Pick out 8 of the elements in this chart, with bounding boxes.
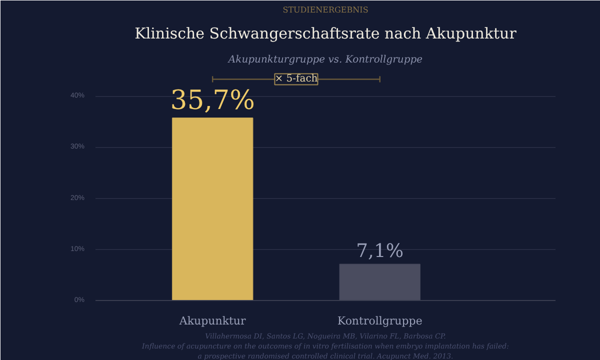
annotation: × 5-fach — [274, 74, 318, 85]
chart-title: Klinische Schwangerschaftsrate nach Akupunktur — [134, 24, 518, 42]
data-label: 7,1% — [356, 241, 404, 262]
text: STUDIENERGEBNIS — [282, 6, 368, 14]
x-tick-label: Kontrollgruppe — [337, 314, 422, 328]
x-tick-label: Akupunktur — [178, 314, 246, 328]
data-label: 35,7% — [170, 85, 255, 116]
chart-subtitle: Akupunkturgruppe vs. Kontrollgruppe — [227, 54, 423, 66]
